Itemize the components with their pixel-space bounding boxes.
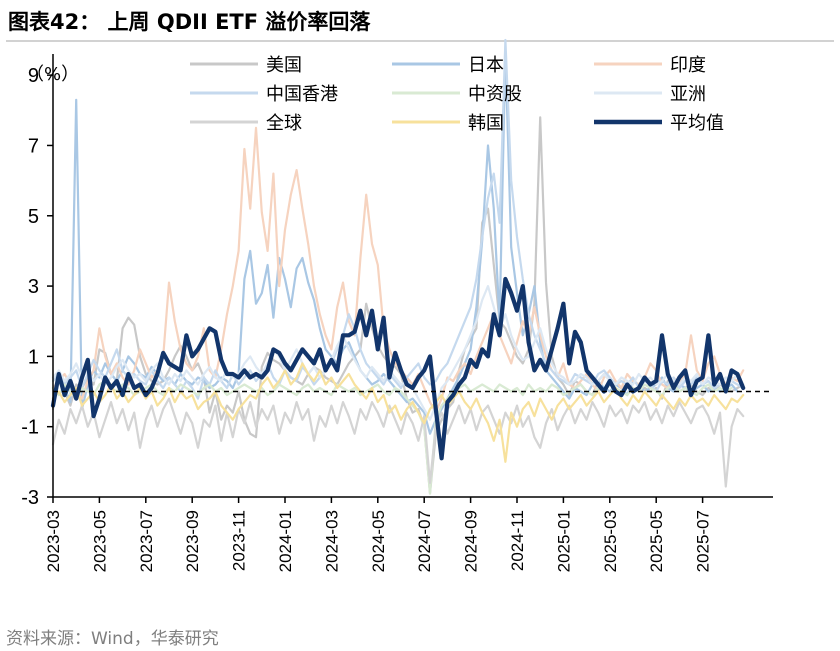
legend-label: 亚洲 xyxy=(670,84,706,105)
legend-item: 中资股 xyxy=(392,84,522,105)
y-tick-label: -3 xyxy=(21,487,39,509)
y-tick-label: 1 xyxy=(28,346,39,368)
x-tick-label: 2025-03 xyxy=(601,510,620,572)
y-tick-label: 7 xyxy=(28,135,39,157)
x-tick-label: 2025-07 xyxy=(694,510,713,572)
series-line-7 xyxy=(51,362,745,463)
legend-item: 平均值 xyxy=(594,113,724,134)
x-tick-label: 2025-05 xyxy=(647,510,666,572)
x-ticks: 2023-03 2023-05 2023-07 2023-09 2023-11 2024-… xyxy=(44,497,713,572)
x-tick-label: 2024-05 xyxy=(369,510,388,572)
legend-item: 中国香港 xyxy=(190,84,338,105)
legend-item: 亚洲 xyxy=(594,84,706,105)
x-tick-label: 2024-03 xyxy=(322,510,341,572)
legend-item: 全球 xyxy=(190,113,302,134)
x-tick-label: 2023-03 xyxy=(44,510,63,572)
series-layer xyxy=(50,38,746,495)
series-line-0 xyxy=(51,116,745,495)
legend-item: 日本 xyxy=(392,55,504,76)
y-tick-label: -1 xyxy=(21,417,39,439)
y-ticks: 9 7 5 3 1 -1 -3 xyxy=(21,65,53,509)
legend-label: 中国香港 xyxy=(266,84,338,105)
legend-label: 美国 xyxy=(266,55,302,76)
x-tick-label: 2024-07 xyxy=(415,510,434,572)
x-tick-label: 2023-05 xyxy=(90,510,109,572)
x-tick-label: 2023-09 xyxy=(183,510,202,572)
x-tick-label: 2023-07 xyxy=(137,510,156,572)
legend-label: 日本 xyxy=(468,55,504,76)
series-line-5 xyxy=(51,285,745,421)
x-tick-label: 2025-01 xyxy=(554,510,573,572)
legend-label: 韩国 xyxy=(468,113,504,134)
legend-item: 韩国 xyxy=(392,113,504,134)
x-tick-label: 2024-11 xyxy=(508,510,527,571)
y-tick-label: 3 xyxy=(28,276,39,298)
legend-label: 平均值 xyxy=(670,113,724,134)
legend-label: 中资股 xyxy=(468,84,522,105)
x-tick-label: 2024-09 xyxy=(462,510,481,572)
legend-label: 全球 xyxy=(266,113,302,134)
legend-label: 印度 xyxy=(670,55,706,76)
x-tick-label: 2024-01 xyxy=(276,510,295,572)
legend-item: 美国 xyxy=(190,55,302,76)
y-tick-label: 5 xyxy=(28,206,39,228)
legend-item: 印度 xyxy=(594,55,706,76)
series-line-8 xyxy=(50,276,746,461)
x-tick-label: 2023-11 xyxy=(230,510,249,571)
figure-title: 图表42： 上周 QDII ETF 溢价率回落 xyxy=(8,10,371,34)
y-tick-label: 9 xyxy=(28,65,39,87)
series-line-6 xyxy=(51,397,745,488)
figure-source: 资料来源：Wind，华泰研究 xyxy=(6,629,219,649)
